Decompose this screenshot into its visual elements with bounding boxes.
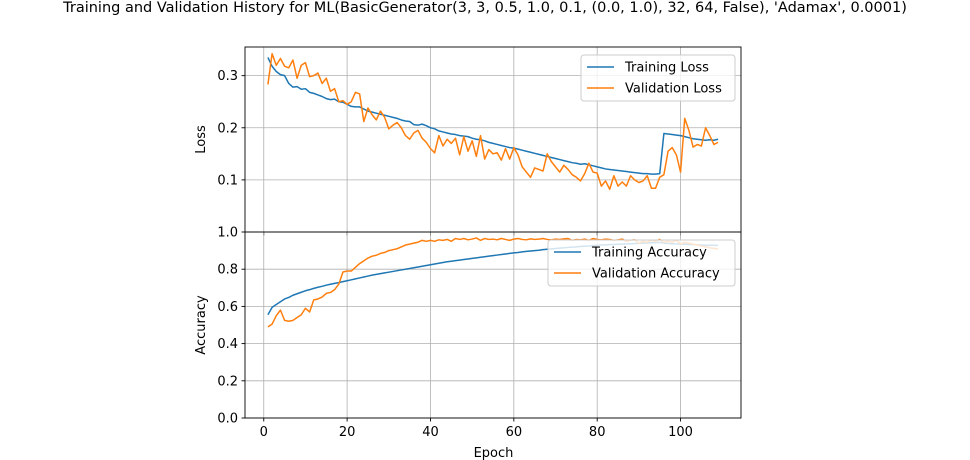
accuracy-xtick-label-1: 20 — [339, 425, 356, 440]
accuracy-ytick-label-3: 0.6 — [217, 300, 238, 315]
accuracy-ytick-label-1: 0.2 — [217, 374, 238, 389]
accuracy-legend-label-1: Validation Accuracy — [592, 267, 720, 282]
loss-ylabel: Loss — [194, 125, 209, 154]
loss-series-line-1 — [267, 53, 719, 191]
loss-legend: Training Loss Validation Loss — [580, 54, 736, 102]
loss-subplot: 0.1 0.2 0.3 Loss Training Loss Validation Los… — [194, 46, 742, 236]
loss-ytick-label-1: 0.2 — [217, 121, 238, 136]
loss-ytick-label-2: 0.3 — [217, 69, 238, 84]
accuracy-xtick-label-2: 40 — [422, 425, 439, 440]
accuracy-ylabel: Accuracy — [194, 295, 209, 355]
accuracy-ytick-label-4: 0.8 — [217, 263, 238, 278]
loss-series-line-0 — [267, 57, 719, 175]
accuracy-ytick-label-2: 0.4 — [217, 337, 238, 352]
accuracy-legend-box — [547, 239, 736, 287]
accuracy-xtick-label-4: 80 — [589, 425, 606, 440]
loss-legend-label-0: Training Loss — [624, 61, 709, 76]
loss-ytick-label-0: 0.1 — [217, 173, 238, 188]
accuracy-xtick-label-5: 100 — [668, 425, 693, 440]
chart-title: Training and Validation History for ML(B… — [62, 0, 907, 16]
loss-legend-label-1: Validation Loss — [625, 82, 722, 97]
accuracy-xtick-label-0: 0 — [260, 425, 268, 440]
accuracy-axes-frame — [244, 231, 742, 419]
loss-legend-box — [580, 54, 736, 102]
accuracy-legend-label-0: Training Accuracy — [591, 246, 707, 261]
accuracy-xlabel: Epoch — [474, 446, 514, 460]
accuracy-ytick-label-5: 1.0 — [217, 226, 238, 241]
accuracy-subplot: 0.0 0.2 0.4 0.6 0.8 1.0 0 20 40 60 80 100 Accuracy Ep… — [194, 226, 742, 460]
accuracy-legend: Training Accuracy Validation Accuracy — [547, 239, 736, 287]
accuracy-ytick-label-0: 0.0 — [217, 412, 238, 427]
accuracy-xtick-label-3: 60 — [506, 425, 523, 440]
